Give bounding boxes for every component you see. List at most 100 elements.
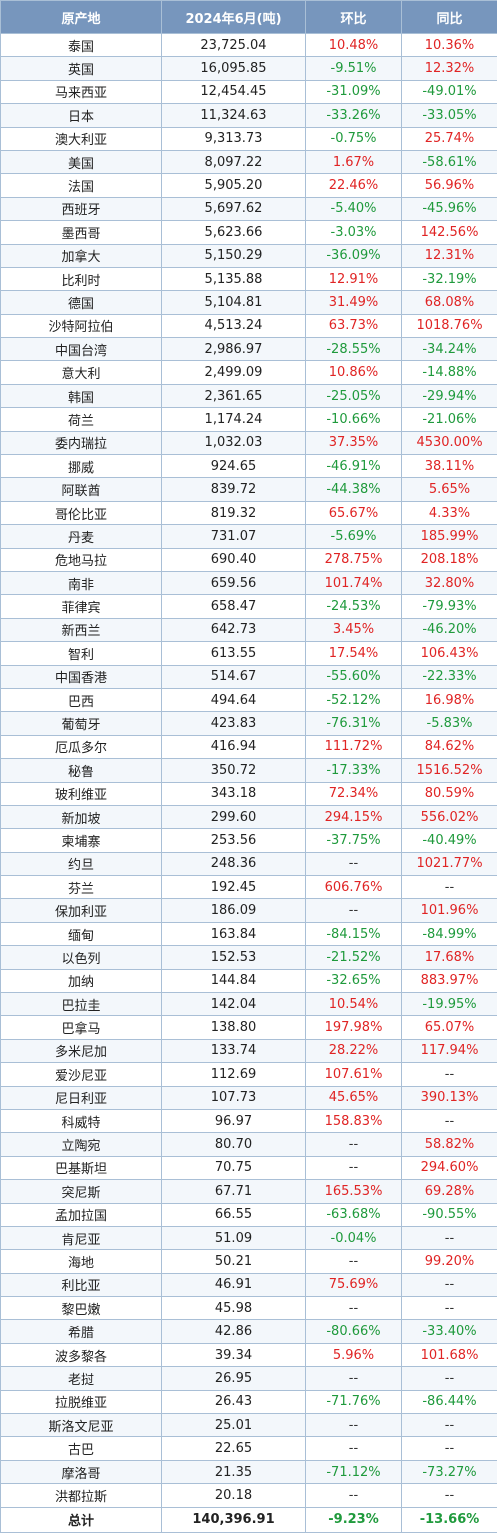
cell-amount: 107.73	[161, 1085, 306, 1110]
cell-amount: 299.60	[161, 804, 306, 830]
cell-yoy: -46.20%	[401, 617, 497, 643]
cell-yoy: -79.93%	[401, 594, 497, 619]
cell-yoy: 38.11%	[401, 454, 497, 479]
cell-yoy: -21.06%	[401, 407, 497, 432]
cell-amount: 163.84	[161, 921, 306, 947]
table-row: 沙特阿拉伯 4,513.24 63.73% 1018.76%	[0, 313, 497, 339]
cell-mom: -0.04%	[305, 1225, 402, 1251]
table-row: 马来西亚 12,454.45 -31.09% -49.01%	[0, 79, 497, 105]
cell-yoy: --	[401, 1272, 497, 1298]
cell-country: 委内瑞拉	[0, 430, 162, 456]
cell-amount: 142.04	[161, 992, 306, 1017]
cell-mom: -31.09%	[305, 79, 402, 105]
cell-mom: 72.34%	[305, 781, 402, 806]
cell-yoy: 25.74%	[401, 126, 497, 151]
table-row: 中国香港 514.67 -55.60% -22.33%	[0, 664, 497, 689]
cell-country: 新加坡	[0, 804, 162, 830]
cell-country: 摩洛哥	[0, 1459, 162, 1485]
cell-country: 巴拉圭	[0, 992, 162, 1017]
cell-country: 希腊	[0, 1319, 162, 1344]
cell-yoy: 32.80%	[401, 570, 497, 596]
cell-yoy: 84.62%	[401, 734, 497, 760]
cell-amount: 5,623.66	[161, 220, 306, 245]
cell-country: 立陶宛	[0, 1132, 162, 1157]
table-row: 危地马拉 690.40 278.75% 208.18%	[0, 547, 497, 572]
cell-amount: 133.74	[161, 1038, 306, 1064]
table-row: 巴基斯坦 70.75 -- 294.60%	[0, 1155, 497, 1181]
cell-country: 巴拿马	[0, 1015, 162, 1040]
cell-country: 巴基斯坦	[0, 1155, 162, 1181]
table-row: 玻利维亚 343.18 72.34% 80.59%	[0, 781, 497, 806]
cell-amount: 66.55	[161, 1202, 306, 1227]
table-row: 黎巴嫩 45.98 -- --	[0, 1296, 497, 1321]
cell-amount: 416.94	[161, 734, 306, 760]
table-row: 波多黎各 39.34 5.96% 101.68%	[0, 1342, 497, 1368]
cell-mom: 197.98%	[305, 1015, 402, 1040]
cell-mom: -37.75%	[305, 828, 402, 853]
cell-mom: --	[305, 1132, 402, 1157]
cell-yoy: 80.59%	[401, 781, 497, 806]
cell-country: 老挝	[0, 1366, 162, 1391]
cell-country: 洪都拉斯	[0, 1483, 162, 1508]
cell-amount: 514.67	[161, 664, 306, 689]
cell-mom: 22.46%	[305, 173, 402, 198]
cell-mom: 75.69%	[305, 1272, 402, 1298]
cell-yoy: 58.82%	[401, 1132, 497, 1157]
total-yoy: -13.66%	[401, 1506, 497, 1533]
cell-country: 中国香港	[0, 664, 162, 689]
cell-amount: 5,905.20	[161, 173, 306, 198]
header-yoy: 同比	[401, 0, 497, 34]
cell-mom: 158.83%	[305, 1108, 402, 1134]
cell-country: 保加利亚	[0, 898, 162, 923]
cell-yoy: --	[401, 1436, 497, 1461]
cell-mom: 1.67%	[305, 149, 402, 175]
cell-yoy: 68.08%	[401, 290, 497, 315]
table-row: 日本 11,324.63 -33.26% -33.05%	[0, 103, 497, 128]
cell-country: 澳大利亚	[0, 126, 162, 151]
cell-amount: 4,513.24	[161, 313, 306, 339]
table-row: 洪都拉斯 20.18 -- --	[0, 1483, 497, 1508]
table-row: 墨西哥 5,623.66 -3.03% 142.56%	[0, 220, 497, 245]
cell-country: 芬兰	[0, 875, 162, 900]
cell-amount: 67.71	[161, 1179, 306, 1204]
cell-yoy: 556.02%	[401, 804, 497, 830]
table-row: 荷兰 1,174.24 -10.66% -21.06%	[0, 407, 497, 432]
table-row: 尼日利亚 107.73 45.65% 390.13%	[0, 1085, 497, 1110]
cell-country: 多米尼加	[0, 1038, 162, 1064]
table-row: 摩洛哥 21.35 -71.12% -73.27%	[0, 1459, 497, 1485]
cell-amount: 1,174.24	[161, 407, 306, 432]
cell-amount: 16,095.85	[161, 56, 306, 81]
cell-country: 加拿大	[0, 243, 162, 268]
cell-mom: -36.09%	[305, 243, 402, 268]
cell-amount: 613.55	[161, 641, 306, 666]
cell-mom: 111.72%	[305, 734, 402, 760]
cell-country: 菲律宾	[0, 594, 162, 619]
header-amount: 2024年6月(吨)	[161, 0, 306, 34]
table-row: 以色列 152.53 -21.52% 17.68%	[0, 945, 497, 970]
table-row: 希腊 42.86 -80.66% -33.40%	[0, 1319, 497, 1344]
cell-yoy: 1516.52%	[401, 758, 497, 783]
cell-yoy: 883.97%	[401, 968, 497, 994]
cell-amount: 5,135.88	[161, 266, 306, 292]
cell-mom: 12.91%	[305, 266, 402, 292]
cell-amount: 25.01	[161, 1413, 306, 1438]
cell-mom: --	[305, 1366, 402, 1391]
table-row: 葡萄牙 423.83 -76.31% -5.83%	[0, 711, 497, 736]
table-row: 柬埔寨 253.56 -37.75% -40.49%	[0, 828, 497, 853]
cell-mom: -3.03%	[305, 220, 402, 245]
cell-country: 缅甸	[0, 921, 162, 947]
cell-country: 英国	[0, 56, 162, 81]
cell-yoy: -22.33%	[401, 664, 497, 689]
cell-mom: 294.15%	[305, 804, 402, 830]
table-row: 缅甸 163.84 -84.15% -84.99%	[0, 921, 497, 947]
cell-yoy: 294.60%	[401, 1155, 497, 1181]
cell-amount: 423.83	[161, 711, 306, 736]
cell-amount: 2,499.09	[161, 360, 306, 385]
table-row: 意大利 2,499.09 10.86% -14.88%	[0, 360, 497, 385]
cell-mom: --	[305, 851, 402, 877]
cell-amount: 5,104.81	[161, 290, 306, 315]
table-row: 拉脱维亚 26.43 -71.76% -86.44%	[0, 1389, 497, 1415]
cell-mom: -24.53%	[305, 594, 402, 619]
cell-amount: 23,725.04	[161, 32, 306, 58]
cell-amount: 9,313.73	[161, 126, 306, 151]
